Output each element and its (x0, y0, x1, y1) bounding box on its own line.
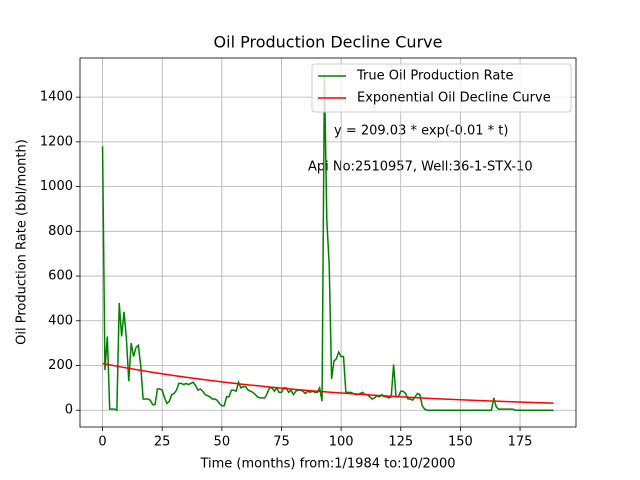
legend-box (311, 63, 572, 113)
legend-label: True Oil Production Rate (356, 69, 513, 84)
data-line (102, 362, 554, 404)
x-tick-label: 25 (154, 435, 171, 450)
data-line (101, 74, 554, 412)
legend-label: Exponential Oil Decline Curve (357, 91, 551, 106)
y-tick-label: 1200 (40, 134, 73, 149)
x-tick-label: 125 (388, 435, 413, 450)
x-tick-label: 75 (273, 435, 290, 450)
y-tick-label: 400 (48, 313, 73, 328)
x-axis-label: Time (months) from:1/1984 to:10/2000 (199, 457, 455, 472)
y-tick-label: 800 (48, 224, 73, 239)
plot-frame (79, 57, 577, 428)
x-tick-label: 0 (98, 435, 106, 450)
y-tick-label: 0 (65, 403, 73, 418)
chart-title: Oil Production Decline Curve (214, 33, 443, 52)
annotation: y = 209.03 * exp(-0.01 * t) (334, 124, 508, 139)
y-tick-label: 1000 (40, 179, 73, 194)
y-tick-label: 1400 (40, 90, 73, 105)
x-tick-label: 150 (448, 435, 473, 450)
y-tick-label: 600 (48, 269, 73, 284)
y-axis-label: Oil Production Rate (bbl/month) (15, 139, 30, 345)
x-tick-label: 50 (214, 435, 231, 450)
annotation: Api No:2510957, Well:36-1-STX-10 (308, 160, 533, 175)
x-tick-label: 100 (329, 435, 354, 450)
y-tick-label: 200 (48, 358, 73, 373)
x-tick-label: 175 (508, 435, 533, 450)
